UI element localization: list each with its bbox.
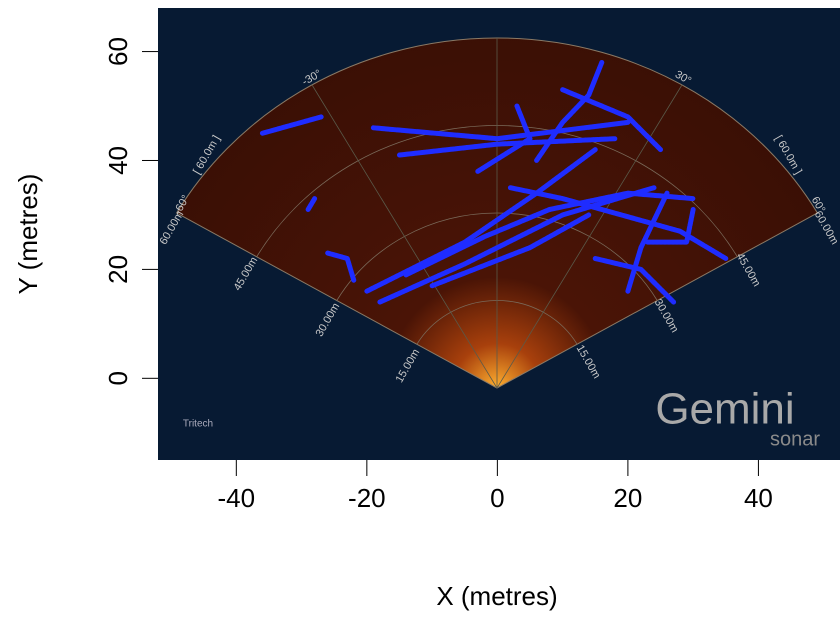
- y-tick-label: 40: [103, 146, 133, 175]
- y-tick-label: 0: [103, 371, 133, 385]
- y-tick-label: 60: [103, 37, 133, 66]
- y-tick-label: 20: [103, 255, 133, 284]
- sonar-annotation: sonar: [770, 428, 820, 450]
- sonar-annotation: Gemini: [655, 385, 794, 434]
- x-axis-label: X (metres): [436, 581, 557, 611]
- x-tick-label: -40: [218, 483, 256, 513]
- x-tick-label: -20: [348, 483, 386, 513]
- chart: X (metres) Y (metres) -30°30°-60°60.00m6…: [0, 0, 840, 617]
- x-tick-label: 0: [490, 483, 504, 513]
- y-axis-label: Y (metres): [13, 174, 43, 295]
- sonar-annotation: Tritech: [183, 419, 213, 430]
- x-tick-label: 20: [613, 483, 642, 513]
- x-tick-label: 40: [744, 483, 773, 513]
